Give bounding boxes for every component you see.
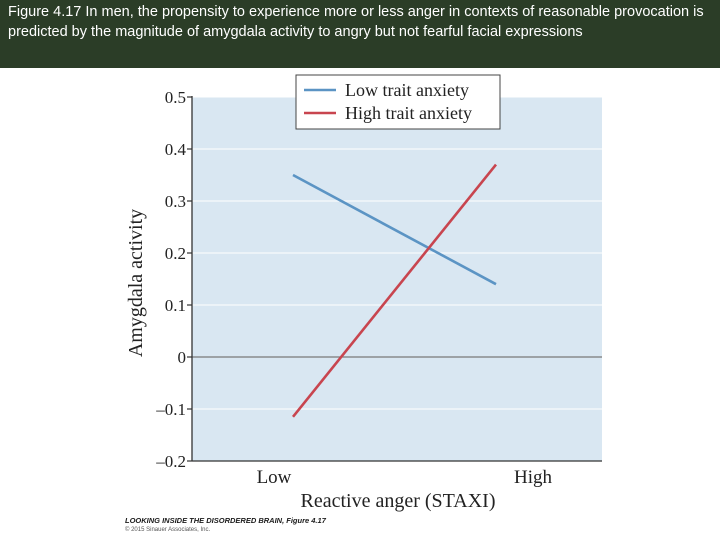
x-axis-ticks: Low High [257,467,553,488]
legend-label: High trait anxiety [345,103,472,123]
figure-caption: Figure 4.17 In men, the propensity to ex… [0,0,720,68]
series-line-high-trait-anxiety [291,163,498,418]
legend: Low trait anxiety High trait anxiety [295,74,501,130]
x-tick-label: Low [257,467,292,488]
legend-box [295,74,501,130]
legend-label: Low trait anxiety [345,80,469,100]
axes [191,96,602,462]
x-axis-label: Reactive anger (STAXI) [301,490,496,512]
figure-credit: LOOKING INSIDE THE DISORDERED BRAIN, Fig… [125,516,326,535]
y-axis-ticks: –0.2 –0.1 0 0.1 0.2 0.3 0.4 0.5 [155,88,192,471]
y-tick-label: –0.1 [155,400,186,419]
plot-area [192,97,602,461]
y-tick-label: 0.4 [165,140,187,159]
credit-book-title: LOOKING INSIDE THE DISORDERED BRAIN, Fig… [125,516,326,525]
y-axis-label: Amygdala activity [125,209,147,357]
y-tick-label: –0.2 [155,452,186,471]
y-tick-label: 0.2 [165,244,186,263]
y-tick-label: 0.5 [165,88,186,107]
series-line-low-trait-anxiety [292,173,497,286]
credit-copyright: © 2015 Sinauer Associates, Inc. [125,527,211,533]
y-tick-label: 0 [178,348,187,367]
y-tick-label: 0.3 [165,192,186,211]
series-lines [291,163,498,418]
x-tick-label: High [514,467,553,488]
y-tick-label: 0.1 [165,296,186,315]
